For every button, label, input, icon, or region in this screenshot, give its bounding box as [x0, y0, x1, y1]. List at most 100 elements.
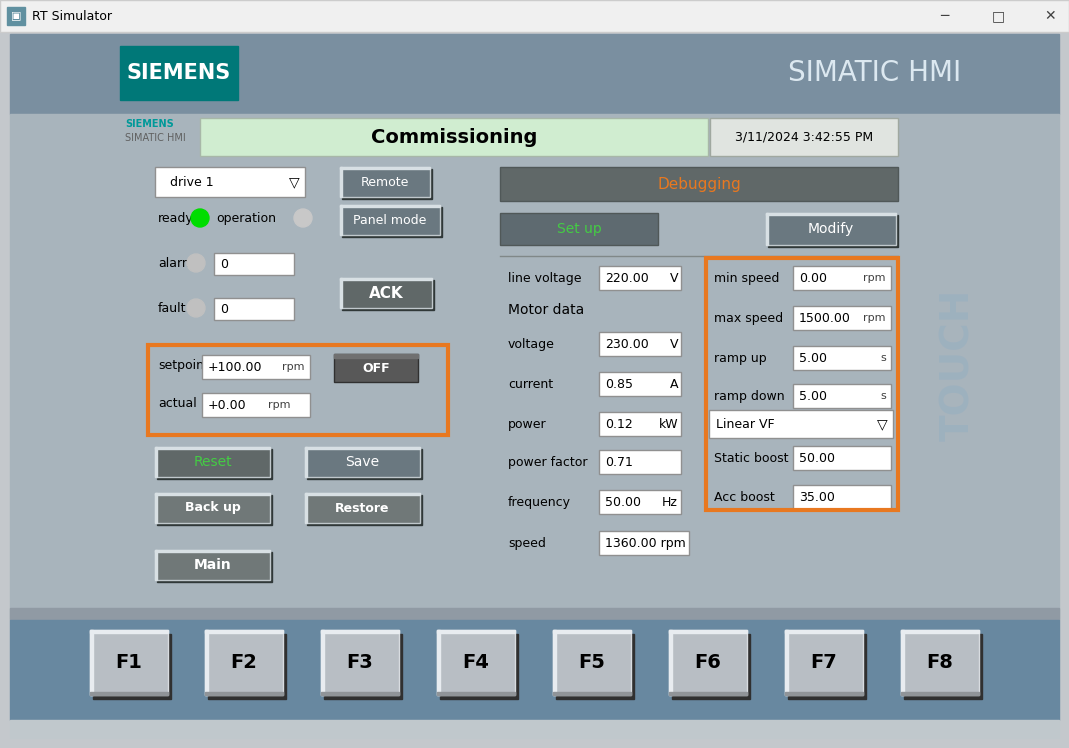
- Text: F3: F3: [346, 653, 373, 672]
- Bar: [340, 278, 342, 308]
- Text: V: V: [669, 337, 678, 351]
- Text: kW: kW: [659, 417, 678, 431]
- Text: OFF: OFF: [362, 361, 390, 375]
- Text: drive 1: drive 1: [170, 176, 214, 188]
- Text: Save: Save: [345, 455, 379, 469]
- Bar: [599, 531, 690, 555]
- Bar: [437, 630, 515, 633]
- Bar: [669, 630, 672, 695]
- Text: rpm: rpm: [864, 313, 886, 323]
- Bar: [500, 167, 898, 201]
- Bar: [340, 278, 432, 280]
- Bar: [155, 493, 270, 523]
- Bar: [321, 692, 399, 695]
- Text: rpm: rpm: [282, 362, 305, 372]
- Text: □: □: [991, 9, 1005, 23]
- Bar: [793, 446, 890, 470]
- Text: Linear VF: Linear VF: [716, 417, 775, 431]
- Text: ▽: ▽: [877, 417, 887, 431]
- Bar: [340, 167, 430, 197]
- Bar: [321, 630, 399, 633]
- Bar: [7, 7, 25, 25]
- Text: F8: F8: [927, 653, 954, 672]
- Bar: [202, 355, 310, 379]
- Bar: [706, 258, 898, 510]
- Bar: [307, 495, 422, 525]
- Bar: [155, 447, 270, 477]
- Bar: [202, 393, 310, 417]
- Bar: [205, 630, 283, 633]
- Text: ▽: ▽: [289, 175, 299, 189]
- Bar: [709, 410, 893, 438]
- Bar: [305, 447, 420, 477]
- Text: ▣: ▣: [11, 11, 21, 21]
- Bar: [155, 493, 270, 495]
- Text: 5.00: 5.00: [799, 390, 827, 402]
- Bar: [793, 346, 890, 370]
- Bar: [321, 630, 324, 695]
- Text: alarm: alarm: [158, 257, 193, 269]
- Bar: [148, 345, 448, 435]
- Bar: [157, 552, 272, 582]
- Bar: [305, 493, 307, 523]
- Bar: [305, 447, 420, 449]
- Text: 50.00: 50.00: [605, 495, 641, 509]
- Bar: [305, 447, 307, 477]
- Text: Motor data: Motor data: [508, 303, 585, 317]
- Text: A: A: [669, 378, 678, 390]
- Text: F4: F4: [463, 653, 490, 672]
- Circle shape: [187, 254, 205, 272]
- Text: current: current: [508, 378, 553, 390]
- Bar: [321, 630, 399, 695]
- Text: F1: F1: [115, 653, 142, 672]
- Bar: [785, 692, 863, 695]
- Text: ready: ready: [158, 212, 193, 224]
- Bar: [599, 266, 681, 290]
- Text: 0: 0: [220, 302, 228, 316]
- Text: SIEMENS: SIEMENS: [127, 63, 231, 83]
- Text: power: power: [508, 417, 546, 431]
- Text: voltage: voltage: [508, 337, 555, 351]
- Bar: [340, 167, 342, 197]
- Bar: [768, 215, 898, 247]
- Bar: [793, 266, 890, 290]
- Text: ─: ─: [940, 9, 948, 23]
- Bar: [553, 630, 631, 633]
- Text: 0: 0: [220, 257, 228, 271]
- Text: 50.00: 50.00: [799, 452, 835, 465]
- Text: frequency: frequency: [508, 495, 571, 509]
- Bar: [90, 692, 168, 695]
- Bar: [766, 213, 896, 245]
- Bar: [305, 493, 420, 523]
- Bar: [340, 278, 432, 308]
- Text: ACK: ACK: [369, 286, 403, 301]
- Bar: [155, 167, 305, 197]
- Text: Remote: Remote: [361, 176, 409, 188]
- Text: SIMATIC HMI: SIMATIC HMI: [788, 59, 962, 87]
- Text: +100.00: +100.00: [208, 361, 263, 373]
- Text: F5: F5: [578, 653, 605, 672]
- Text: V: V: [669, 272, 678, 284]
- Circle shape: [294, 209, 312, 227]
- Bar: [0, 0, 1069, 32]
- Bar: [120, 46, 238, 100]
- Text: Back up: Back up: [185, 501, 241, 515]
- Text: ✕: ✕: [1044, 9, 1056, 23]
- Text: Commissioning: Commissioning: [371, 127, 538, 147]
- Bar: [901, 630, 979, 695]
- Text: F6: F6: [695, 653, 722, 672]
- Text: Restore: Restore: [336, 501, 390, 515]
- Text: s: s: [880, 353, 886, 363]
- Bar: [205, 630, 283, 695]
- Text: 0.00: 0.00: [799, 272, 827, 284]
- Text: F2: F2: [231, 653, 258, 672]
- Text: +0.00: +0.00: [208, 399, 247, 411]
- Text: Main: Main: [193, 558, 231, 572]
- Circle shape: [191, 209, 210, 227]
- Text: operation: operation: [216, 212, 276, 224]
- Bar: [214, 298, 294, 320]
- Bar: [766, 213, 896, 215]
- Bar: [155, 550, 270, 580]
- Text: Static boost: Static boost: [714, 452, 789, 465]
- Bar: [785, 630, 788, 695]
